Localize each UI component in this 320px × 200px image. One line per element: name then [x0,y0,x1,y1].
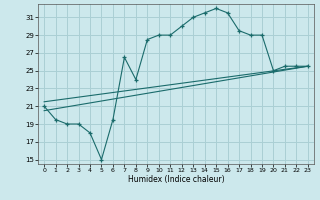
X-axis label: Humidex (Indice chaleur): Humidex (Indice chaleur) [128,175,224,184]
